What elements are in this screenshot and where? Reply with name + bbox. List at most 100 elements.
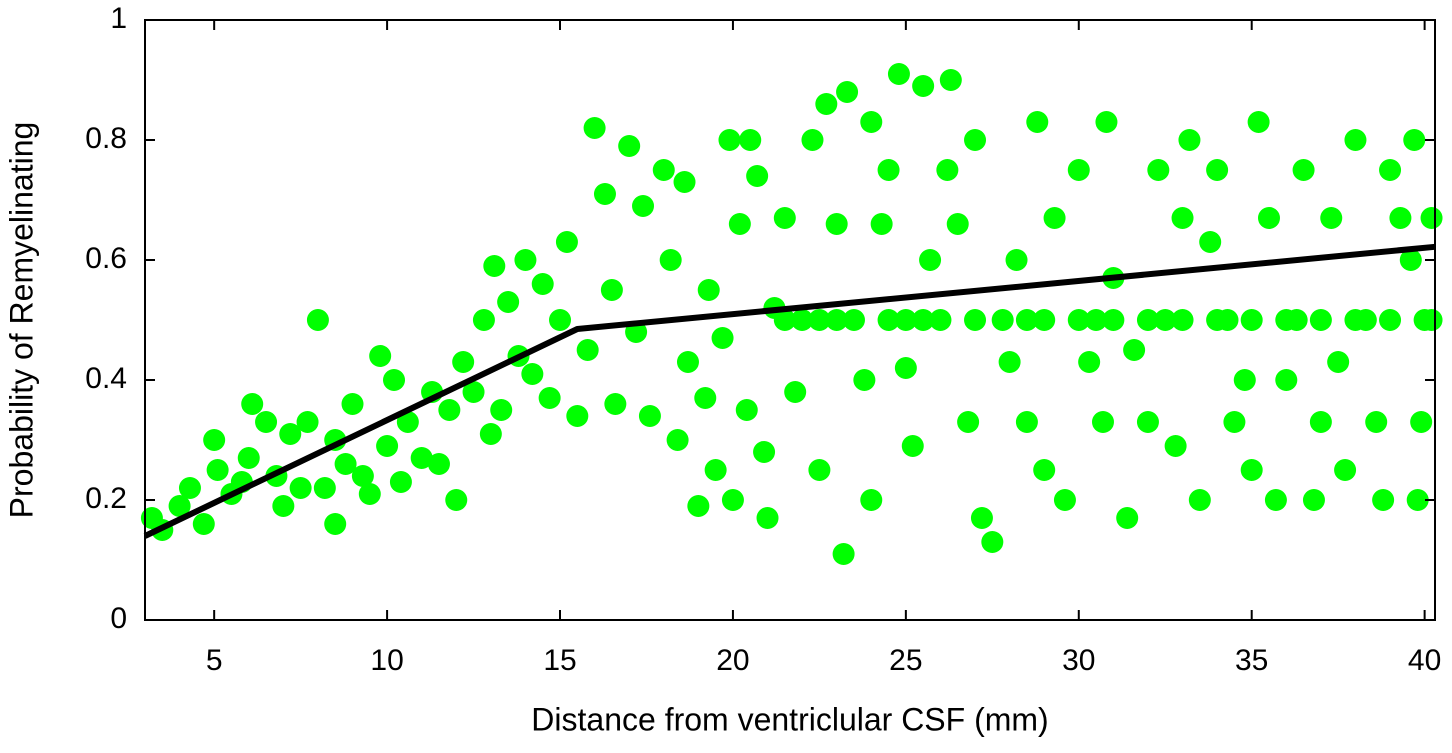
point [659,249,682,271]
point [383,369,406,391]
point [860,111,883,133]
point [801,129,824,151]
point [808,309,831,331]
point [1206,159,1229,181]
point [711,327,734,349]
point [998,351,1021,373]
point [901,435,924,457]
point [341,393,364,415]
point [825,213,848,235]
point [694,387,717,409]
point [842,309,865,331]
point [1015,309,1038,331]
point [697,279,720,301]
point [877,159,900,181]
point [618,135,641,157]
point [1420,207,1443,229]
point [887,63,910,85]
y-tick-label: 1 [110,2,127,35]
point [721,489,744,511]
point [1015,411,1038,433]
point [756,507,779,529]
point [479,423,502,445]
point [438,399,461,421]
point [929,309,952,331]
point [272,495,295,517]
point [1102,309,1125,331]
point [1136,309,1159,331]
point [1171,309,1194,331]
point [1078,351,1101,373]
point [566,405,589,427]
point [1365,411,1388,433]
point [1188,489,1211,511]
y-tick-label: 0 [110,602,127,635]
fit-line [143,243,1436,539]
point [237,447,260,469]
point [593,183,616,205]
point [296,411,319,433]
point [1033,459,1056,481]
point [1067,159,1090,181]
point [1406,489,1429,511]
point [1379,159,1402,181]
point [1403,129,1426,151]
point [452,351,475,373]
point [1116,507,1139,529]
point [1005,249,1028,271]
point [791,309,814,331]
point [1123,339,1146,361]
point [815,93,838,115]
point [483,255,506,277]
point [964,309,987,331]
point [445,489,468,511]
point [853,369,876,391]
point [964,129,987,151]
point [1275,369,1298,391]
point [1085,309,1108,331]
point [666,429,689,451]
point [289,477,312,499]
point [1233,369,1256,391]
point [549,309,572,331]
point [1275,309,1298,331]
point [1043,207,1066,229]
point [1240,459,1263,481]
point [1344,309,1367,331]
point [704,459,727,481]
y-axis-title: Probability of Remyelinating [3,122,39,519]
point [1067,309,1090,331]
point [1223,411,1246,433]
point [652,159,675,181]
point [192,513,215,535]
point [1327,351,1350,373]
point [860,489,883,511]
x-axis-title: Distance from ventriclular CSF (mm) [531,701,1048,737]
point [1095,111,1118,133]
point [313,477,336,499]
point [1033,309,1056,331]
point [1171,207,1194,229]
point [389,471,412,493]
point [638,405,661,427]
point [919,249,942,271]
point [894,357,917,379]
point [773,309,796,331]
point [1334,459,1357,481]
point [1292,159,1315,181]
point [1247,111,1270,133]
point [1257,207,1280,229]
y-tick-label: 0.8 [85,122,127,155]
point [369,345,392,367]
point [521,363,544,385]
x-tick-label: 5 [206,644,223,677]
point [836,81,859,103]
point [773,207,796,229]
point [784,381,807,403]
point [1389,207,1412,229]
point [1320,207,1343,229]
point [358,483,381,505]
point [739,129,762,151]
point [279,423,302,445]
